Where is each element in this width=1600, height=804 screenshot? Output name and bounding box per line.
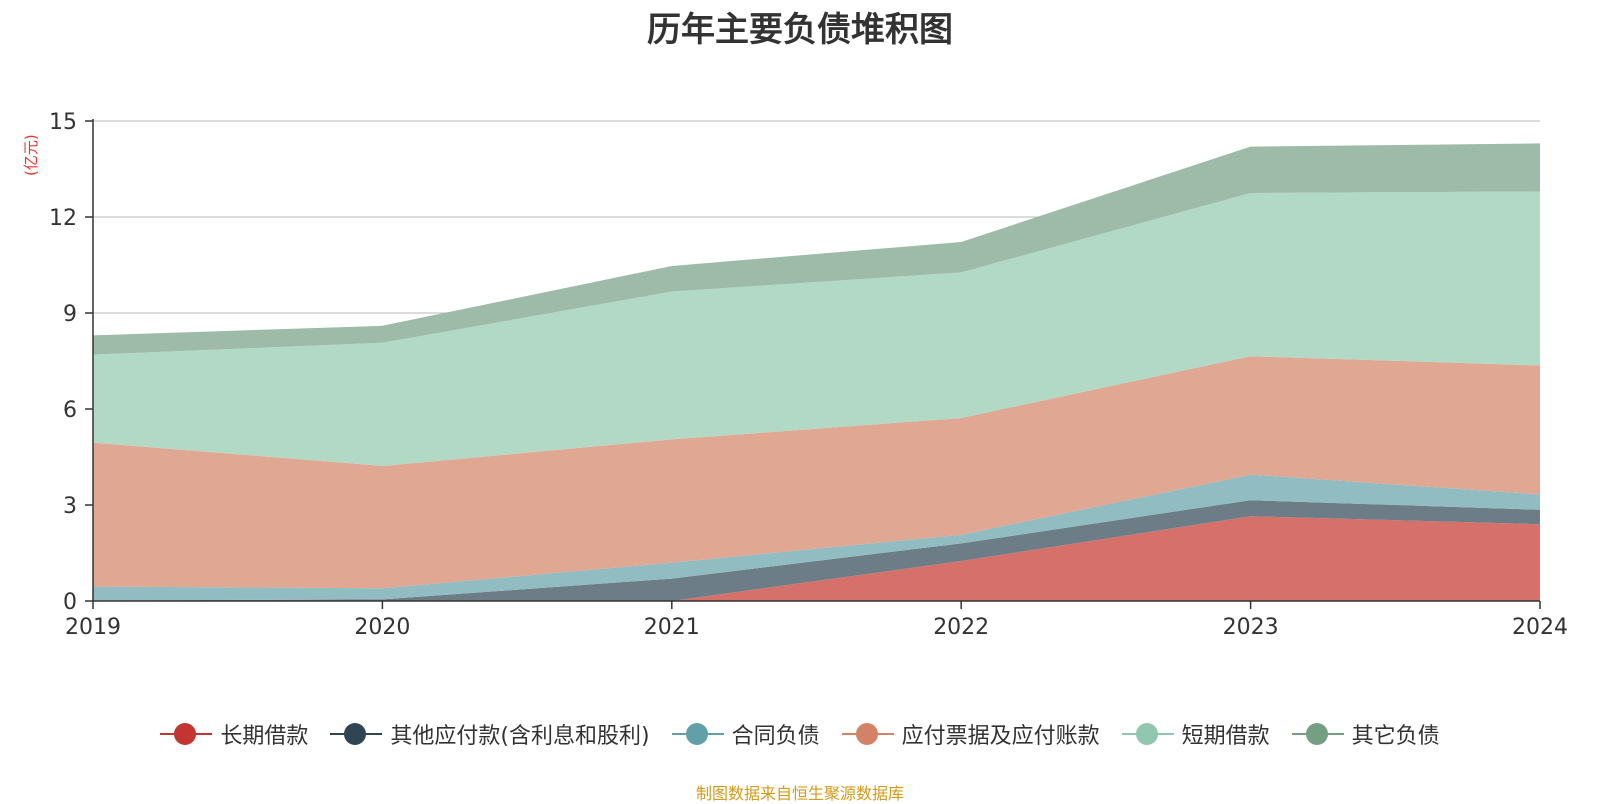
y-tick-label-3: 9 (63, 302, 77, 327)
area-series-6 (93, 143, 1540, 355)
chart-title: 历年主要负债堆积图 (647, 10, 953, 50)
x-tick-label-1: 2020 (354, 615, 410, 640)
area-series-5 (93, 191, 1540, 466)
x-tick-label-2: 2021 (644, 615, 700, 640)
legend-item-3[interactable]: 合同负债 (671, 718, 820, 750)
y-tick-label-5: 15 (49, 110, 77, 135)
legend-label: 应付票据及应付账款 (901, 724, 1100, 749)
y-tick-label-2: 6 (63, 398, 77, 423)
legend-marker-icon (841, 722, 894, 746)
legend-item-2[interactable]: 其他应付款(含利息和股利) (330, 718, 650, 750)
legend-marker-icon (160, 722, 213, 746)
legend-label: 其它负债 (1351, 724, 1440, 749)
stacked-area-chart: 0 3 6 9 12 15 2019 2020 2021 2022 2023 2024 (49, 110, 1568, 640)
legend-marker-icon (671, 722, 724, 746)
y-tick-label-1: 3 (63, 494, 77, 519)
legend-marker-icon (1121, 722, 1174, 746)
source-note: 制图数据来自恒生聚源数据库 (695, 784, 904, 803)
legend-label: 短期借款 (1181, 724, 1270, 749)
legend-marker-icon (1291, 722, 1344, 746)
x-tick-label-4: 2023 (1223, 615, 1279, 640)
x-tick-label-3: 2022 (933, 615, 989, 640)
legend-marker-icon (330, 722, 383, 746)
x-tick-label-0: 2019 (65, 615, 121, 640)
y-tick-label-4: 12 (49, 206, 77, 231)
legend-item-4[interactable]: 应付票据及应付账款 (841, 718, 1100, 750)
legend-label: 长期借款 (220, 724, 309, 749)
legend-item-5[interactable]: 短期借款 (1121, 718, 1270, 750)
legend-item-6[interactable]: 其它负债 (1291, 718, 1440, 750)
area-series-2 (93, 500, 1540, 601)
area-series-1 (93, 516, 1540, 601)
legend-label: 合同负债 (731, 724, 820, 749)
x-tick-label-5: 2024 (1512, 615, 1568, 640)
area-series-4 (93, 356, 1540, 589)
area-series-3 (93, 474, 1540, 601)
legend-label: 其他应付款(含利息和股利) (390, 724, 650, 749)
chart-legend: 长期借款 其他应付款(含利息和股利) 合同负债 应付票据及应付账款 短期借款 其它负债 (0, 718, 1600, 750)
legend-item-1[interactable]: 长期借款 (160, 718, 308, 750)
y-tick-label-0: 0 (63, 590, 77, 615)
